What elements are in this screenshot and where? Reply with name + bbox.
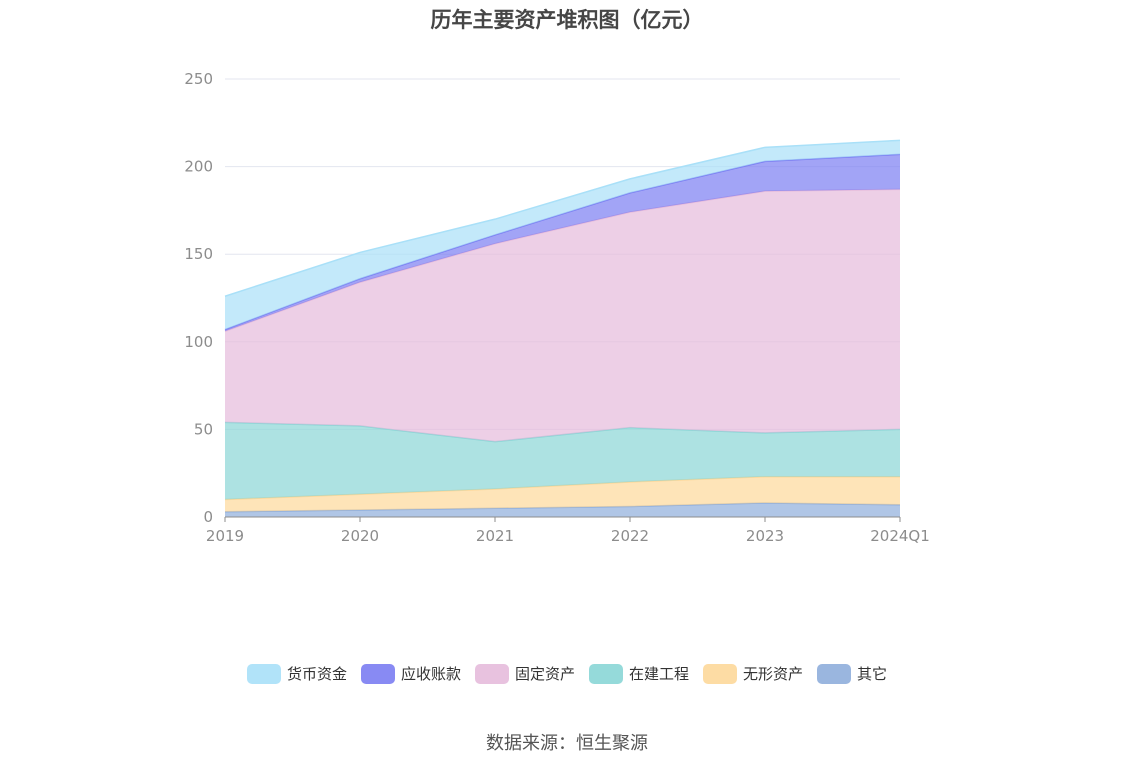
legend-item[interactable]: 无形资产: [703, 663, 803, 684]
y-tick-label: 50: [194, 420, 213, 438]
legend-label: 应收账款: [400, 665, 461, 683]
legend-swatch: [474, 663, 509, 684]
x-tick-label: 2022: [611, 527, 649, 545]
legend-item[interactable]: 应收账款: [360, 663, 461, 684]
y-tick-label: 0: [203, 508, 213, 526]
area-0: [225, 502, 900, 517]
legend: 货币资金 应收账款 固定资产 在建工程 无形资产 其它: [0, 663, 1134, 684]
x-tick-label: 2021: [476, 527, 514, 545]
area-3: [225, 189, 900, 442]
legend-swatch: [589, 663, 623, 684]
legend-swatch: [817, 663, 852, 684]
x-tick-label: 2024Q1: [870, 527, 930, 545]
data-source-note: 数据来源：恒生聚源: [486, 733, 648, 754]
legend-label: 其它: [857, 665, 888, 683]
legend-swatch: [703, 663, 738, 684]
y-tick-label: 100: [184, 333, 213, 351]
area-1: [225, 476, 900, 512]
legend-swatch: [360, 663, 395, 684]
legend-item[interactable]: 在建工程: [589, 663, 689, 684]
chart-title: 历年主要资产堆积图（亿元）: [430, 8, 704, 32]
y-tick-label: 150: [184, 245, 213, 263]
x-tick-label: 2019: [206, 527, 244, 545]
legend-label: 无形资产: [743, 665, 804, 683]
axes: 0 50 100 150 200 250 2019 2020 2021 2022 2023 2024Q…: [184, 70, 929, 545]
legend-item[interactable]: 货币资金: [246, 663, 347, 684]
area-line-5: [224, 139, 901, 297]
area-4: [225, 154, 900, 332]
area-2: [225, 422, 900, 500]
legend-swatch: [246, 663, 281, 684]
legend-label: 货币资金: [286, 665, 347, 683]
legend-label: 在建工程: [629, 665, 690, 683]
y-tick-label: 250: [184, 70, 213, 88]
x-tick-label: 2023: [746, 527, 784, 545]
area-series: [224, 139, 901, 517]
legend-label: 固定资产: [514, 665, 575, 683]
legend-item[interactable]: 其它: [817, 663, 887, 684]
legend-item[interactable]: 固定资产: [474, 663, 575, 684]
x-tick-label: 2020: [341, 527, 379, 545]
y-tick-label: 200: [184, 158, 213, 176]
